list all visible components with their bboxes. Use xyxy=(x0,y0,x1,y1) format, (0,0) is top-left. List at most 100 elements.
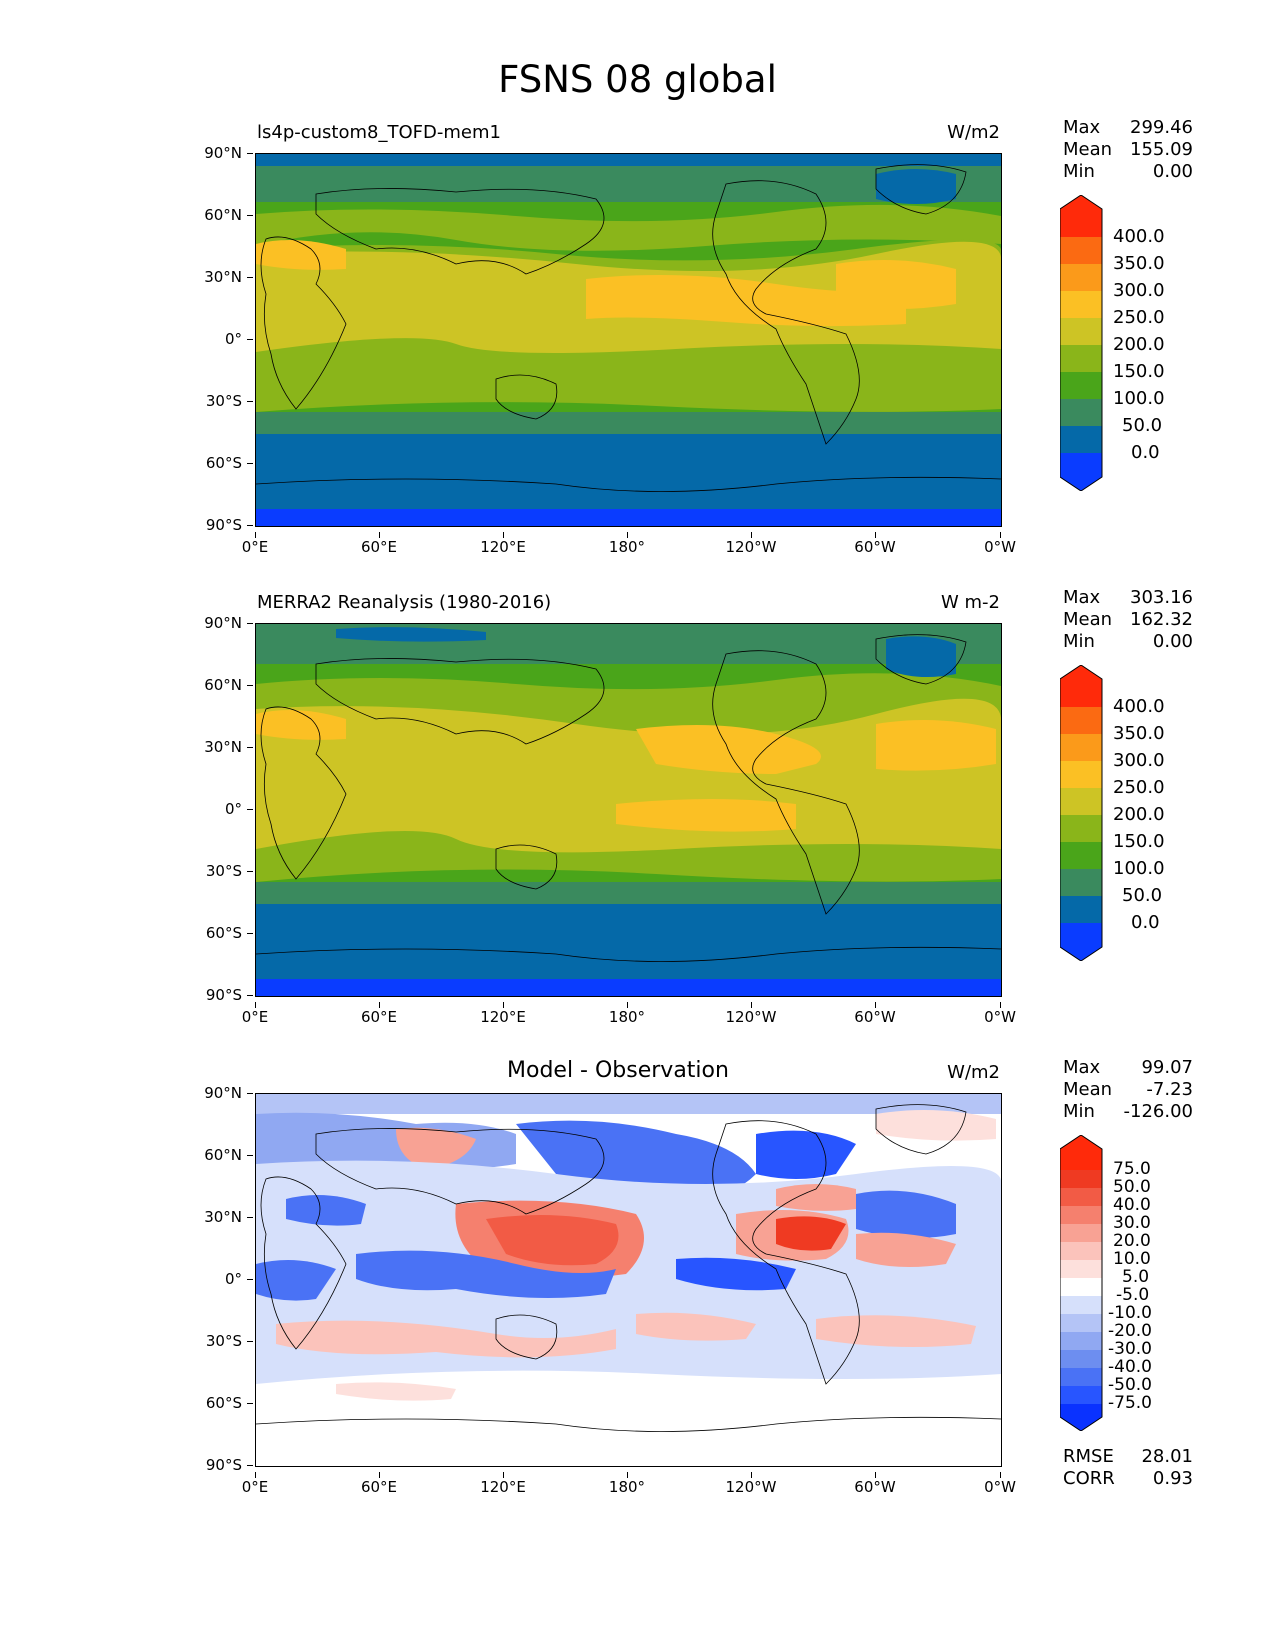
panel3-ytick: 30°S xyxy=(172,1332,253,1350)
panel3-ytick: 90°S xyxy=(172,1456,253,1474)
panel1-units: W/m2 xyxy=(947,122,1000,143)
panel3-title: Model - Observation xyxy=(507,1058,729,1083)
panel2-xtick: 0°W xyxy=(960,1002,1040,1026)
panel3-cbar-label: -30.0 xyxy=(1108,1339,1152,1359)
stat-min-value: 0.00 xyxy=(1152,161,1193,182)
stat-max-value: 303.16 xyxy=(1130,587,1193,608)
panel2-ytick: 60°S xyxy=(172,924,253,942)
stat-min-value: -126.00 xyxy=(1123,1101,1193,1122)
panel1-ytick: 30°N xyxy=(172,268,253,286)
panel3-cbar-label: -5.0 xyxy=(1116,1285,1150,1305)
panel2-xtick: 120°E xyxy=(463,1002,543,1026)
panel3-units: W/m2 xyxy=(947,1062,1000,1083)
panel3-map xyxy=(255,1093,1002,1467)
panel3-cbar-label: -10.0 xyxy=(1108,1303,1152,1323)
panel1-cbar-label: 0.0 xyxy=(1131,442,1160,463)
panel2-title: MERRA2 Reanalysis (1980-2016) xyxy=(257,592,552,613)
panel3-ytick: 60°N xyxy=(172,1146,253,1164)
panel3-xtick: 120°W xyxy=(711,1472,791,1496)
panel2-cbar-label: 300.0 xyxy=(1113,750,1165,771)
stat-max-label: Max xyxy=(1063,1057,1101,1078)
panel3-xtick: 120°E xyxy=(463,1472,543,1496)
corr-value: 0.93 xyxy=(1152,1468,1193,1489)
panel2-ytick: 90°S xyxy=(172,986,253,1004)
panel3-rmse-corr: RMSE 28.01 CORR 0.93 xyxy=(1063,1446,1193,1490)
panel2-cbar-label: 0.0 xyxy=(1131,912,1160,933)
panel3-xtick: 60°E xyxy=(339,1472,419,1496)
panel1-cbar-label: 300.0 xyxy=(1113,280,1165,301)
panel2-ytick: 90°N xyxy=(172,614,253,632)
stat-mean-value: -7.23 xyxy=(1146,1079,1193,1100)
panel1-ytick: 60°N xyxy=(172,206,253,224)
panel3-ytick: 30°N xyxy=(172,1208,253,1226)
panel2-units: W m-2 xyxy=(940,592,1000,613)
stat-min-value: 0.00 xyxy=(1152,631,1193,652)
panel1-ytick: 90°N xyxy=(172,144,253,162)
panel3-cbar-label: -50.0 xyxy=(1108,1375,1152,1395)
panel2-colorbar xyxy=(1060,665,1103,961)
panel3-xtick: 0°W xyxy=(960,1472,1040,1496)
panel1-ytick: 0° xyxy=(172,330,253,348)
panel1-cbar-label: 50.0 xyxy=(1122,415,1163,436)
panel3-cbar-label: -40.0 xyxy=(1108,1357,1152,1377)
stat-mean-label: Mean xyxy=(1063,1079,1113,1100)
panel1-map-field xyxy=(256,154,1001,526)
panel1-xtick: 0°W xyxy=(960,532,1040,556)
panel2-map xyxy=(255,623,1002,997)
panel3-cbar-label: 75.0 xyxy=(1113,1159,1151,1179)
stat-max-value: 299.46 xyxy=(1130,117,1193,138)
panel2-stats: Max 303.16 Mean 162.32 Min 0.00 xyxy=(1063,587,1193,653)
panel3-ytick: 0° xyxy=(172,1270,253,1288)
panel1-map xyxy=(255,153,1002,527)
stat-min-label: Min xyxy=(1063,631,1095,652)
panel1-cbar-label: 150.0 xyxy=(1113,361,1165,382)
panel1-title: ls4p-custom8_TOFD-mem1 xyxy=(257,122,501,143)
panel1-cbar-label: 250.0 xyxy=(1113,307,1165,328)
stat-mean-label: Mean xyxy=(1063,609,1113,630)
panel3-cbar-label: 50.0 xyxy=(1113,1177,1151,1197)
panel1-cbar-label: 200.0 xyxy=(1113,334,1165,355)
panel1-colorbar xyxy=(1060,195,1103,491)
stat-min-label: Min xyxy=(1063,161,1095,182)
stat-max-label: Max xyxy=(1063,587,1101,608)
panel3-xtick: 60°W xyxy=(835,1472,915,1496)
panel2-cbar-label: 250.0 xyxy=(1113,777,1165,798)
panel3-cbar-label: 30.0 xyxy=(1113,1213,1151,1233)
panel2-xtick: 120°W xyxy=(711,1002,791,1026)
panel3-ytick: 60°S xyxy=(172,1394,253,1412)
panel3-ytick: 90°N xyxy=(172,1084,253,1102)
panel2-xtick: 60°W xyxy=(835,1002,915,1026)
panel3-colorbar xyxy=(1060,1135,1103,1431)
panel3-cbar-label: -20.0 xyxy=(1108,1321,1152,1341)
panel3-xtick: 0°E xyxy=(215,1472,295,1496)
corr-label: CORR xyxy=(1063,1468,1115,1489)
panel1-xtick: 60°E xyxy=(339,532,419,556)
panel1-stats: Max 299.46 Mean 155.09 Min 0.00 xyxy=(1063,117,1193,183)
panel2-ytick: 0° xyxy=(172,800,253,818)
panel2-map-field xyxy=(256,624,1001,996)
stat-max-value: 99.07 xyxy=(1141,1057,1193,1078)
rmse-value: 28.01 xyxy=(1141,1446,1193,1467)
panel3-cbar-label: 20.0 xyxy=(1113,1231,1151,1251)
panel2-cbar-label: 200.0 xyxy=(1113,804,1165,825)
panel2-cbar-label: 400.0 xyxy=(1113,696,1165,717)
rmse-label: RMSE xyxy=(1063,1446,1114,1467)
panel1-ytick: 90°S xyxy=(172,516,253,534)
panel1-cbar-label: 100.0 xyxy=(1113,388,1165,409)
panel1-xtick: 60°W xyxy=(835,532,915,556)
panel1-xtick: 0°E xyxy=(215,532,295,556)
panel1-ytick: 60°S xyxy=(172,454,253,472)
panel2-xtick: 180° xyxy=(587,1002,667,1026)
panel3-xtick: 180° xyxy=(587,1472,667,1496)
stat-mean-value: 162.32 xyxy=(1130,609,1193,630)
panel1-xtick: 180° xyxy=(587,532,667,556)
panel2-ytick: 30°S xyxy=(172,862,253,880)
panel1-cbar-label: 400.0 xyxy=(1113,226,1165,247)
panel3-stats: Max 99.07 Mean -7.23 Min -126.00 xyxy=(1063,1057,1193,1123)
stat-max-label: Max xyxy=(1063,117,1101,138)
figure-title: FSNS 08 global xyxy=(498,58,777,101)
panel1-xtick: 120°W xyxy=(711,532,791,556)
stat-mean-label: Mean xyxy=(1063,139,1113,160)
panel2-cbar-label: 150.0 xyxy=(1113,831,1165,852)
panel3-cbar-label: 10.0 xyxy=(1113,1249,1151,1269)
